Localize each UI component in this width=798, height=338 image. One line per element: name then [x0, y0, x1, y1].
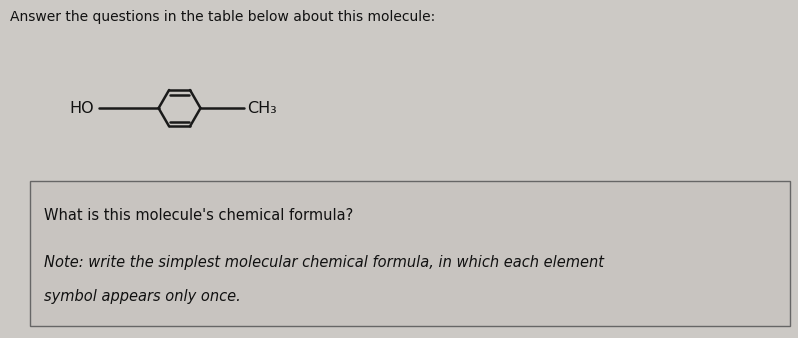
- Text: Note: write the simplest molecular chemical formula, in which each element: Note: write the simplest molecular chemi…: [44, 255, 604, 270]
- Text: HO: HO: [69, 101, 94, 116]
- Text: Answer the questions in the table below about this molecule:: Answer the questions in the table below …: [10, 10, 436, 24]
- FancyBboxPatch shape: [30, 181, 790, 326]
- Text: CH₃: CH₃: [247, 101, 278, 116]
- Text: symbol appears only once.: symbol appears only once.: [44, 289, 241, 304]
- Text: What is this molecule's chemical formula?: What is this molecule's chemical formula…: [44, 208, 354, 223]
